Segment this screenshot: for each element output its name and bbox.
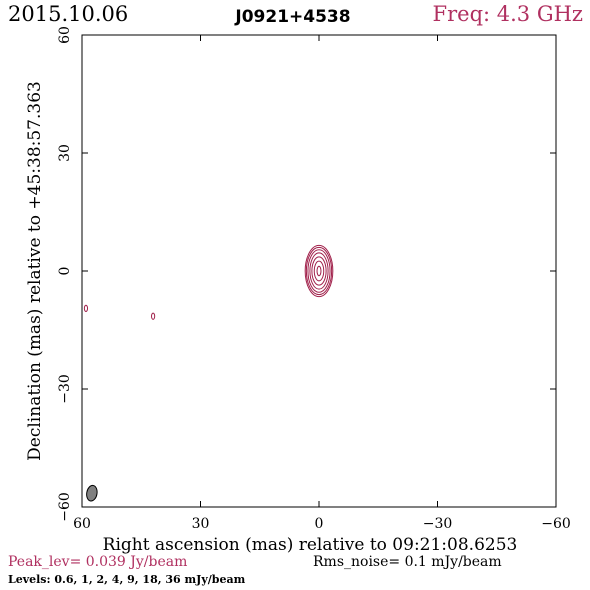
axis-ticks [81,34,557,508]
peak-level: Peak_lev= 0.039 Jy/beam [8,554,187,570]
contour-group [83,244,334,320]
observation-date: 2015.10.06 [8,2,128,26]
contour-spot-0 [83,304,89,313]
contour-levels: Levels: 0.6, 1, 2, 4, 9, 18, 36 mJy/beam [8,573,246,586]
core-contour-2 [307,249,331,293]
plot-frame [81,34,557,508]
contour-spot-1 [151,312,156,320]
y-tick-label-1: 30 [57,144,73,162]
x-tick-label-1: 30 [192,516,210,532]
x-tick-label-2: 0 [315,516,324,532]
core-contour-1 [305,246,333,296]
frequency-label: Freq: 4.3 GHz [433,2,583,26]
y-tick-label-3: −30 [57,374,73,404]
core-contour-3 [309,252,329,290]
y-tick-label-0: 60 [57,26,73,44]
core-contour-5 [313,260,325,282]
source-name: J0921+4538 [234,7,350,27]
y-tick-labels: 60 30 0 −30 −60 [57,26,73,522]
x-tick-labels: 60 30 0 −30 −60 [73,516,571,532]
x-tick-label-0: 60 [73,516,91,532]
y-tick-label-4: −60 [57,492,73,522]
core-contour-0 [304,244,334,298]
beam-group [86,484,98,502]
rms-noise: Rms_noise= 0.1 mJy/beam [313,554,502,570]
y-axis-label: Declination (mas) relative to +45:38:57.… [25,81,45,461]
x-axis-label: Right ascension (mas) relative to 09:21:… [103,535,518,555]
y-tick-label-2: 0 [57,267,73,276]
x-tick-label-3: −30 [423,516,453,532]
core-contour-6 [316,265,322,277]
beam-ellipse [86,484,98,502]
x-tick-label-4: −60 [541,516,571,532]
core-contour-4 [311,256,327,286]
